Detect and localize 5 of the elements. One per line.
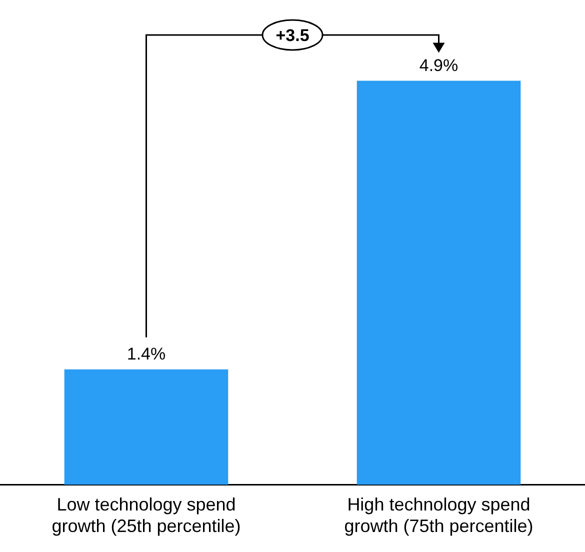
x-tick-label: Low technology spend growth (25th percentile) [52,494,241,536]
data-label: 1.4% [126,344,166,364]
data-label: 4.9% [419,56,458,75]
x-tick-label: High technology spend growth (75th percentile) [344,494,534,536]
text: +3.5 [276,26,310,45]
